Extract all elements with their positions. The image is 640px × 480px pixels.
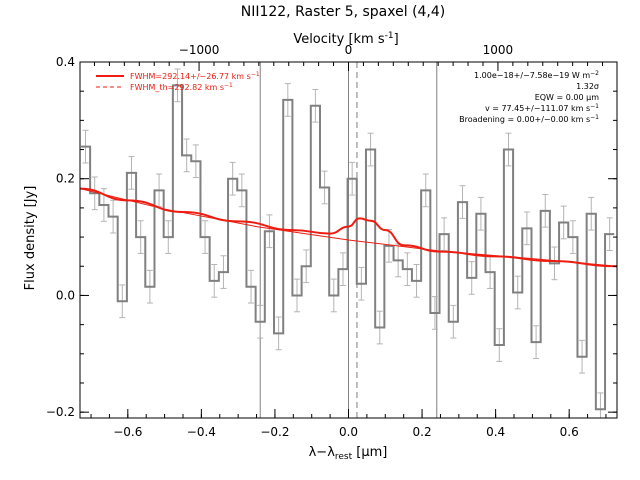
- fit-line: [80, 187, 617, 268]
- top-axis-title: Velocity [km s-1]: [293, 31, 398, 47]
- chart-title: NII122, Raster 5, spaxel (4,4): [241, 4, 446, 20]
- annotation-text: 1.00e−18+/−7.58e−19 W m: [474, 71, 590, 80]
- annotation-sup: −2: [590, 70, 599, 77]
- legend-label: FWHM=292.14+/−26.77 km s−1: [130, 71, 260, 81]
- x-axis-title-text: λ−λ: [309, 445, 336, 460]
- legend: FWHM=292.14+/−26.77 km s−1FWHM_th=292.82…: [96, 71, 260, 92]
- annotation-line: 1.32σ: [576, 82, 599, 91]
- y-tick-label: 0.2: [56, 172, 75, 186]
- top-axis-title-text: Velocity [km s: [293, 32, 385, 47]
- annotation-line: EQW = 0.00 μm: [535, 93, 599, 102]
- x-tick-label: 0.2: [413, 425, 432, 439]
- y-tick-label: 0.4: [56, 55, 75, 69]
- axes-layer: −0.6 −0.4 −0.2 0.0 0.2 0.4 0.6−0.20.00.20.4−10…: [46, 43, 618, 439]
- x-tick-label: 0.6: [560, 425, 579, 439]
- y-tick-label: −0.2: [46, 405, 75, 419]
- plot-clip-group: [80, 62, 617, 418]
- x-axis-title-sub: rest: [335, 452, 353, 462]
- legend-label-sup: −1: [224, 82, 233, 89]
- legend-label-text: FWHM_th=292.82 km s: [130, 83, 224, 92]
- spectrum-data-line: [80, 84, 615, 411]
- x-tick-label: −0.6: [113, 425, 142, 439]
- legend-label-sup: −1: [251, 71, 260, 78]
- legend-label: FWHM_th=292.82 km s−1: [130, 82, 233, 92]
- plot-content: [80, 62, 617, 418]
- x-tick-label: 0.4: [486, 425, 505, 439]
- y-tick-label: 0.0: [56, 288, 75, 302]
- annotation-line: v = 77.45+/−111.07 km s−1: [485, 103, 599, 113]
- top-tick-label: −1000: [179, 43, 220, 57]
- annotation-text: 1.32σ: [576, 82, 599, 91]
- top-axis-title-end: ]: [394, 32, 399, 47]
- top-tick-label: 1000: [483, 43, 514, 57]
- x-axis-title-unit: [μm]: [352, 445, 387, 460]
- annotation-sup: −1: [590, 103, 599, 110]
- x-tick-label: 0.0: [339, 425, 358, 439]
- annotation-box: 1.00e−18+/−7.58e−19 W m−2 1.32σ EQW = 0.00…: [459, 70, 599, 124]
- x-tick-label: −0.4: [187, 425, 216, 439]
- annotation-text: EQW = 0.00 μm: [535, 93, 599, 102]
- x-tick-label: −0.2: [260, 425, 289, 439]
- annotation-sup: −1: [590, 114, 599, 121]
- legend-label-text: FWHM=292.14+/−26.77 km s: [130, 72, 251, 81]
- top-tick-label: 0: [345, 43, 353, 57]
- annotation-text: Broadening = 0.00+/−0.00 km s: [459, 115, 590, 124]
- y-axis-title: Flux density [Jy]: [23, 186, 38, 291]
- annotation-text: v = 77.45+/−111.07 km s: [485, 104, 590, 113]
- x-axis-title: λ−λrest [μm]: [309, 445, 388, 462]
- annotation-line: Broadening = 0.00+/−0.00 km s−1: [459, 114, 599, 124]
- top-axis-title-sup: -1: [385, 31, 394, 41]
- annotation-line: 1.00e−18+/−7.58e−19 W m−2: [474, 70, 599, 80]
